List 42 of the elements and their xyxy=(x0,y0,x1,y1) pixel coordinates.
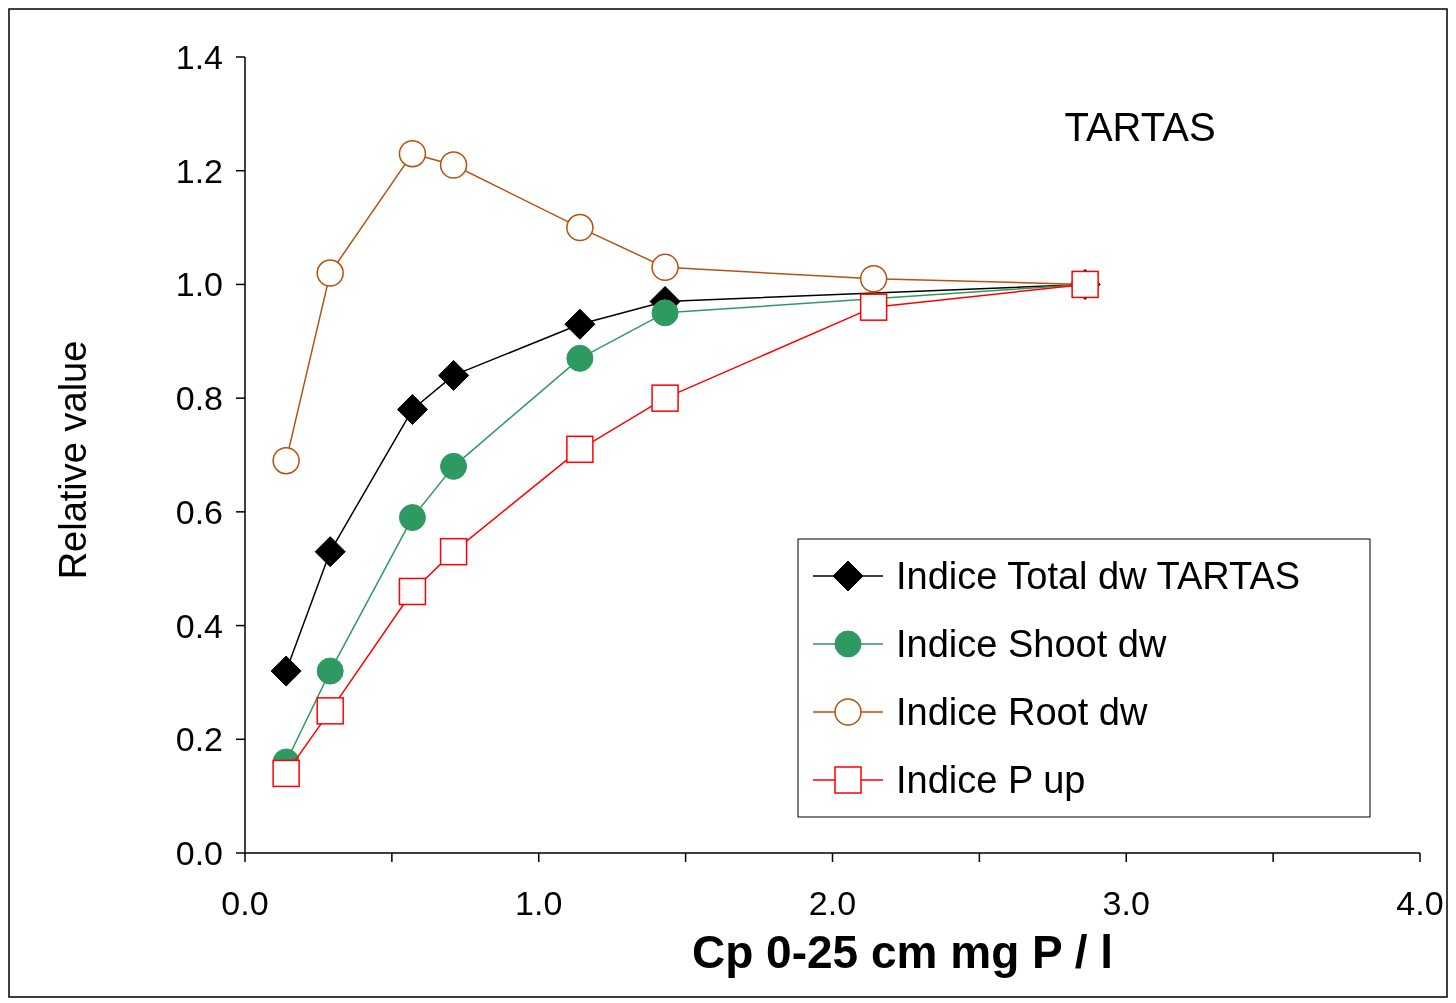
x-tick-label: 1.0 xyxy=(515,884,563,922)
point xyxy=(314,536,346,568)
point xyxy=(859,293,888,321)
point xyxy=(440,452,468,480)
point xyxy=(398,139,427,168)
point xyxy=(270,655,302,687)
point xyxy=(316,657,344,685)
x-axis-title: Cp 0-25 cm mg P / l xyxy=(692,926,1113,978)
point xyxy=(859,264,888,293)
y-tick-label: 0.8 xyxy=(175,379,223,418)
point xyxy=(651,299,679,327)
y-tick-label: 1.4 xyxy=(175,38,223,76)
point xyxy=(396,394,428,426)
y-tick-label: 0.0 xyxy=(175,834,223,872)
point xyxy=(398,504,426,532)
point xyxy=(651,253,679,282)
point xyxy=(272,759,300,788)
point xyxy=(398,577,427,606)
point xyxy=(566,213,594,242)
x-tick-label: 0.0 xyxy=(221,884,269,922)
legend-label: Indice Shoot dw xyxy=(896,623,1167,665)
x-tick-label: 4.0 xyxy=(1396,884,1444,922)
point xyxy=(566,435,594,464)
y-tick-label: 0.4 xyxy=(175,606,223,645)
point xyxy=(439,151,468,179)
annotation: TARTAS xyxy=(1064,105,1216,149)
y-tick-label: 0.2 xyxy=(175,720,223,759)
point xyxy=(438,359,470,391)
point xyxy=(439,537,468,566)
legend-label: Indice P up xyxy=(896,759,1086,801)
y-tick-label: 0.6 xyxy=(175,492,223,531)
point xyxy=(316,259,344,287)
y-tick-label: 1.0 xyxy=(175,265,223,304)
y-tick-label: 1.2 xyxy=(175,151,223,190)
point xyxy=(272,446,300,475)
point xyxy=(564,308,596,340)
legend-label: Indice Root dw xyxy=(896,691,1148,733)
x-tick-label: 3.0 xyxy=(1102,884,1150,922)
point xyxy=(566,344,594,372)
legend-label: Indice Total dw TARTAS xyxy=(896,555,1301,597)
x-tick-label: 2.0 xyxy=(808,884,857,922)
y-axis-title: Relative value xyxy=(52,340,94,580)
